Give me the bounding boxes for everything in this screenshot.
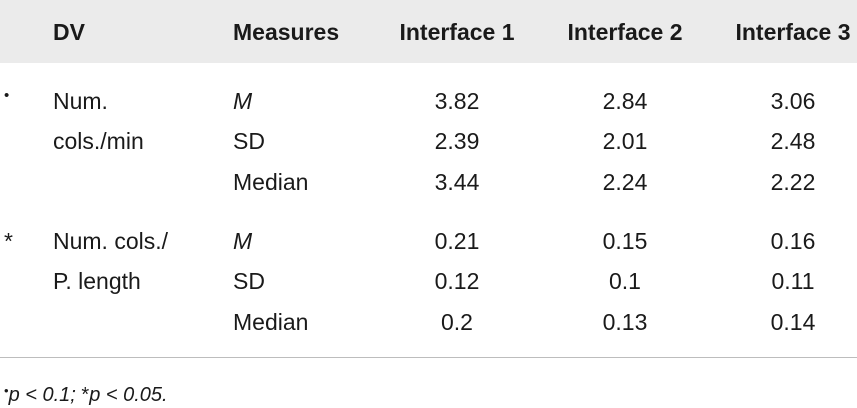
table-cell-value: 2.84 <box>602 88 648 114</box>
header-dv: DV <box>53 19 85 45</box>
footnote-symbol-asterisk: * <box>81 384 90 406</box>
footnote-text-2: p < 0.05. <box>89 384 168 406</box>
table-cell-value: 2.24 <box>602 169 648 195</box>
table-cell-measure: Median <box>233 169 309 195</box>
table-cell-value: 0.16 <box>770 228 816 254</box>
group-1-marker: • <box>4 87 10 104</box>
table-cell-measure: SD <box>233 128 265 154</box>
table-bottom-rule <box>0 357 857 358</box>
table-cell-value: 2.39 <box>434 128 480 154</box>
group-2-dv-line-2: P. length <box>53 268 141 294</box>
table-cell-value: 2.01 <box>602 128 648 154</box>
table-cell-value: 0.1 <box>609 268 641 294</box>
table-cell-value: 0.15 <box>602 228 648 254</box>
table-cell-value: 0.21 <box>434 228 480 254</box>
header-interface-2: Interface 2 <box>567 19 683 45</box>
header-interface-1: Interface 1 <box>399 19 515 45</box>
table-cell-value: 0.14 <box>770 309 816 335</box>
table-cell-measure: SD <box>233 268 265 294</box>
table-cell-measure: M <box>233 88 253 114</box>
table-cell-value: 2.22 <box>770 169 816 195</box>
table-cell-value: 3.82 <box>434 88 480 114</box>
group-2-dv-line-1: Num. cols./ <box>53 228 169 254</box>
group-1-dv-line-1: Num. <box>53 88 108 114</box>
table-cell-value: 2.48 <box>770 128 816 154</box>
header-interface-3: Interface 3 <box>735 19 851 45</box>
footnote-text-1: p < 0.1; <box>8 384 82 406</box>
header-measures: Measures <box>233 19 340 45</box>
table-cell-value: 0.12 <box>434 268 480 294</box>
table-cell-value: 0.11 <box>771 268 815 294</box>
footnote-symbol-dot: • <box>4 383 9 398</box>
table-cell-measure: Median <box>233 309 309 335</box>
table-cell-value: 0.13 <box>602 309 648 335</box>
header-band <box>0 0 857 63</box>
table-cell-value: 3.44 <box>434 169 480 195</box>
group-1-dv-line-2: cols./min <box>53 128 144 154</box>
table-footnote: •p < 0.1; *p < 0.05. <box>4 378 168 408</box>
table-cell-measure: M <box>233 228 253 254</box>
group-2-marker: * <box>4 228 13 254</box>
table-cell-value: 3.06 <box>770 88 816 114</box>
table-cell-value: 0.2 <box>441 309 473 335</box>
